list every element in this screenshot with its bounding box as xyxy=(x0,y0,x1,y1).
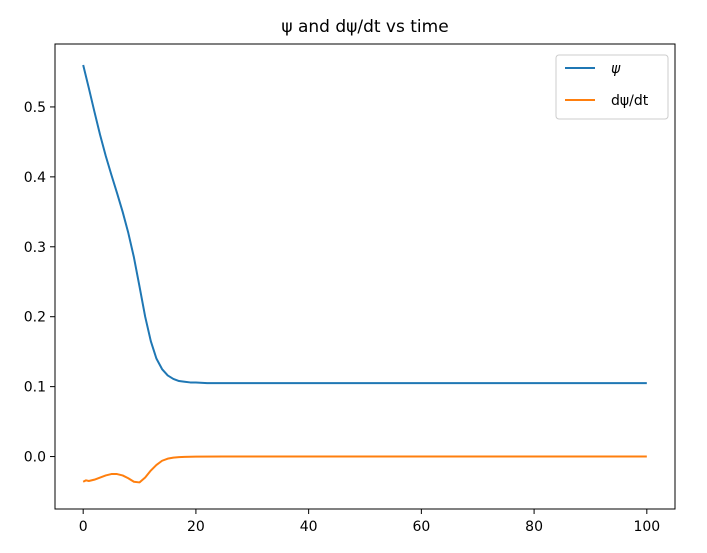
legend-box xyxy=(555,54,669,120)
x-tick-label: 20 xyxy=(187,519,205,535)
y-tick-label: 0.3 xyxy=(24,240,46,256)
plot-frame xyxy=(54,43,676,510)
x-tick-label: 0 xyxy=(79,519,88,535)
x-tick-label: 80 xyxy=(525,519,543,535)
x-tick-label: 40 xyxy=(300,519,318,535)
y-tick-label: 0.4 xyxy=(24,170,46,186)
y-tick-label: 0.1 xyxy=(24,380,46,396)
x-axis: 0 20 40 60 80 100 xyxy=(79,509,660,535)
legend-label-dpsidt: dψ/dt xyxy=(611,93,649,109)
series-line-0 xyxy=(82,64,647,385)
x-tick-label: 100 xyxy=(633,519,660,535)
y-tick-label: 0.5 xyxy=(24,100,46,116)
legend-label-psi: ψ xyxy=(611,61,621,77)
y-tick-label: 0.0 xyxy=(24,450,46,466)
x-tick-label: 60 xyxy=(412,519,430,535)
series-layer xyxy=(82,64,647,484)
series-line-1 xyxy=(82,455,647,484)
y-tick-label: 0.2 xyxy=(24,310,46,326)
chart-title: ψ and dψ/dt vs time xyxy=(281,17,448,37)
legend: ψ dψ/dt xyxy=(555,54,669,120)
y-axis: 0.0 0.1 0.2 0.3 0.4 0.5 xyxy=(24,100,55,466)
plot-area xyxy=(54,43,676,510)
